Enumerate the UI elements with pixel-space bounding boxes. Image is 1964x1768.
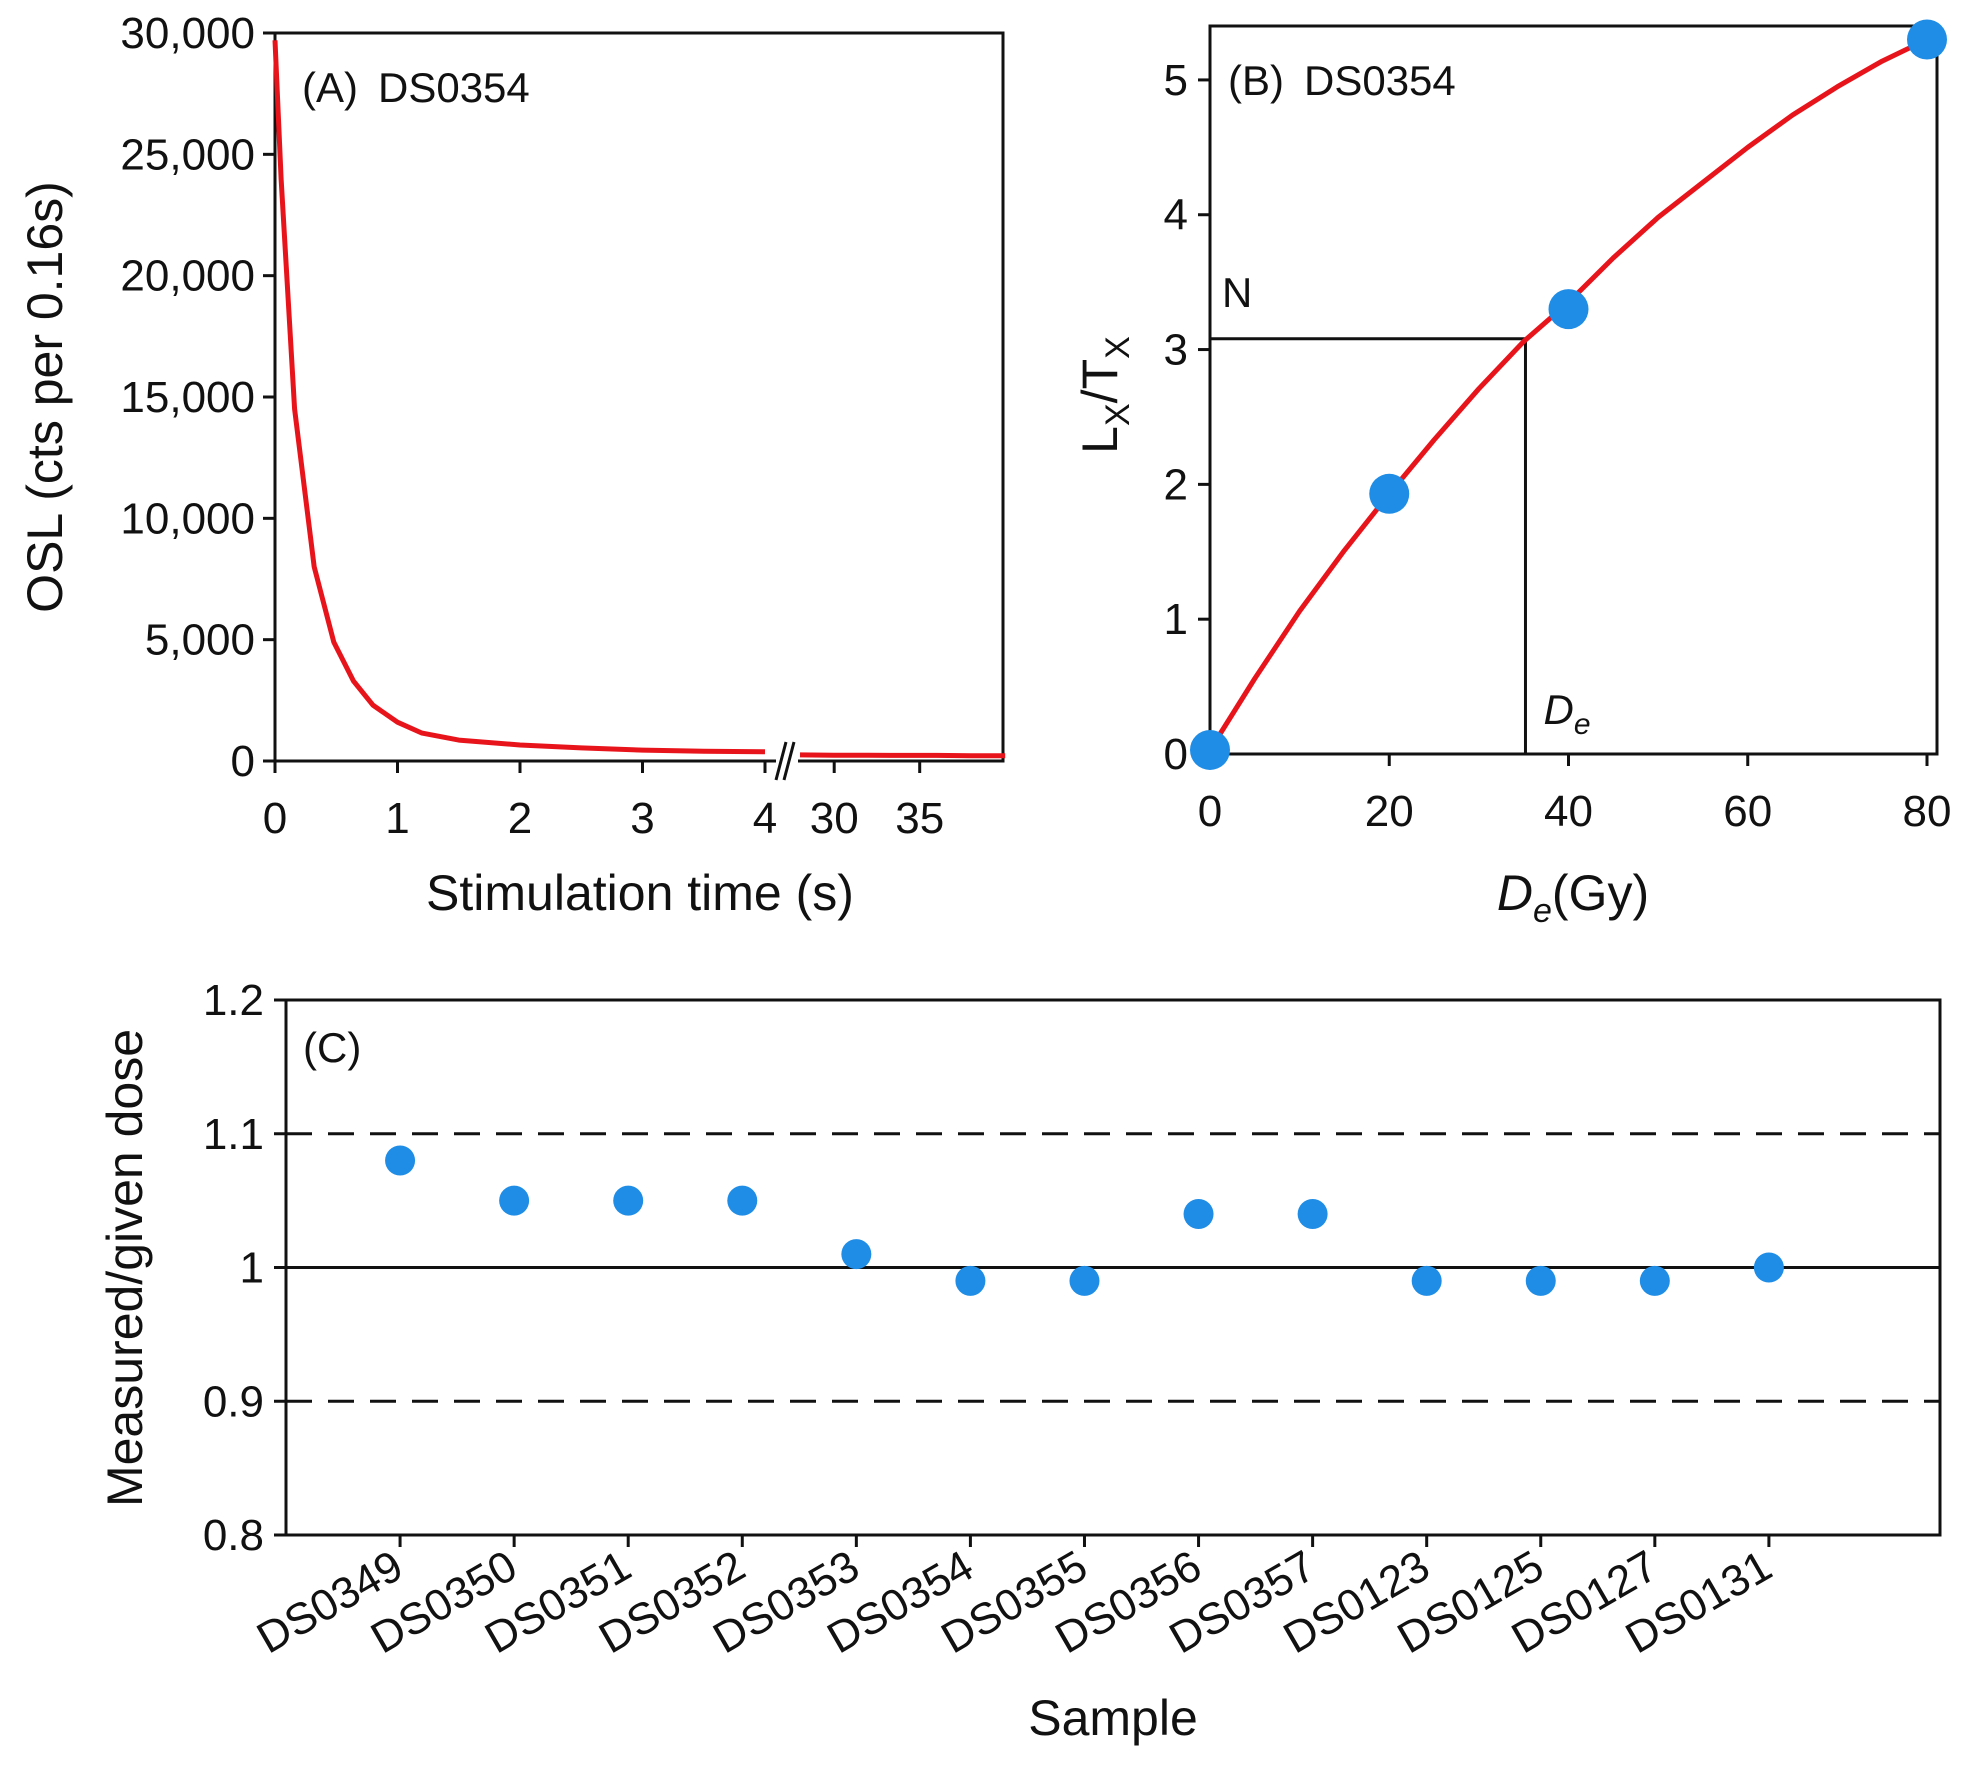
panel-c-y-tick-label: 1 bbox=[240, 1244, 264, 1293]
dose-response-point bbox=[1907, 19, 1947, 60]
panel-a-osl-curve bbox=[799, 752, 1006, 759]
panel-b-y-tick-label: 1 bbox=[1164, 595, 1188, 644]
de-label: De bbox=[1543, 686, 1590, 741]
panel-c-y-tick-label: 0.9 bbox=[203, 1377, 264, 1426]
panel-a-sample-label: DS0354 bbox=[378, 64, 530, 111]
panel-b-y-tick-label: 0 bbox=[1164, 730, 1188, 779]
panel-a-x-axis-label: Stimulation time (s) bbox=[426, 865, 854, 921]
panel-a-y-tick-label: 15,000 bbox=[120, 373, 255, 422]
panel-a-y-tick-label: 30,000 bbox=[120, 9, 255, 58]
panel-c-x-axis-label: Sample bbox=[1028, 1690, 1198, 1746]
panel-b-y-tick-label: 2 bbox=[1164, 460, 1188, 509]
panel-c-y-tick-label: 0.8 bbox=[203, 1511, 264, 1560]
panel-a-osl-curve bbox=[272, 40, 766, 755]
dose-ratio-point bbox=[1639, 1265, 1670, 1296]
dose-ratio-point bbox=[613, 1185, 644, 1216]
dose-ratio-point bbox=[1069, 1265, 1100, 1296]
natural-signal-label: N bbox=[1222, 269, 1252, 316]
panel-a-x-tick-label: 0 bbox=[263, 794, 287, 843]
panel-b-x-tick-label: 0 bbox=[1198, 787, 1222, 836]
panel-b-sample-label: DS0354 bbox=[1304, 57, 1456, 104]
panel-b-y-label-main: L bbox=[1072, 426, 1128, 454]
panel-b-label: (B) bbox=[1228, 57, 1284, 104]
panel-c-dose-recovery: (C) Sample Measured/given dose 0.8 0.9 1 1.… bbox=[97, 976, 1942, 1746]
panel-b-x-label-unit: (Gy) bbox=[1552, 865, 1649, 921]
panel-a-osl-decay: (A) DS0354 Stimulation time (s) OSL (cts… bbox=[17, 9, 1006, 921]
dose-ratio-point bbox=[1753, 1252, 1784, 1283]
panel-a-x-tick-label: 35 bbox=[895, 794, 944, 843]
panel-a-y-tick-label: 20,000 bbox=[120, 252, 255, 301]
panel-c-y-tick-label: 1.1 bbox=[203, 1110, 264, 1159]
dose-response-point bbox=[1369, 473, 1410, 514]
dose-ratio-point bbox=[1411, 1265, 1442, 1296]
panel-b-plot-frame bbox=[1208, 24, 1939, 756]
panel-b-y-label-sub2: X bbox=[1099, 336, 1137, 359]
panel-b-x-tick-label: 60 bbox=[1723, 787, 1772, 836]
panel-b-x-tick-label: 80 bbox=[1903, 787, 1952, 836]
panel-c-label: (C) bbox=[303, 1024, 361, 1071]
dose-ratio-point bbox=[1183, 1199, 1214, 1229]
dose-ratio-point bbox=[499, 1185, 530, 1216]
panel-b-y-label-mid: /T bbox=[1072, 359, 1128, 403]
panel-a-label: (A) bbox=[302, 64, 358, 111]
panel-a-x-tick-label: 30 bbox=[810, 794, 859, 843]
panel-b-x-axis-label: De(Gy) bbox=[1497, 865, 1649, 930]
de-label-main: D bbox=[1543, 686, 1573, 733]
panel-a-x-tick-label: 1 bbox=[385, 794, 409, 843]
panel-a-x-tick-label: 2 bbox=[508, 794, 532, 843]
panel-a-plot-frame bbox=[273, 31, 1005, 763]
dose-ratio-point bbox=[841, 1239, 872, 1270]
panel-a-y-tick-label: 25,000 bbox=[120, 130, 255, 179]
dose-response-point bbox=[1548, 289, 1589, 330]
panel-b-y-label-sub: X bbox=[1099, 403, 1137, 426]
panel-b-x-label-main: D bbox=[1497, 865, 1533, 921]
dose-ratio-point bbox=[385, 1145, 416, 1176]
dose-response-fit-curve bbox=[1207, 37, 1929, 752]
dose-response-point bbox=[1190, 729, 1230, 770]
panel-a-y-tick-label: 10,000 bbox=[120, 494, 255, 543]
dose-ratio-point bbox=[727, 1185, 758, 1216]
panel-a-y-axis-label: OSL (cts per 0.16s) bbox=[17, 181, 73, 613]
dose-ratio-point bbox=[955, 1265, 986, 1296]
panel-a-x-tick-label: 3 bbox=[630, 794, 654, 843]
panel-b-x-tick-label: 40 bbox=[1544, 787, 1593, 836]
panel-b-y-tick-label: 3 bbox=[1164, 326, 1188, 375]
panel-c-y-tick-label: 1.2 bbox=[203, 976, 264, 1025]
panel-b-y-axis-label: LX/TX bbox=[1072, 336, 1137, 454]
dose-ratio-point bbox=[1525, 1265, 1556, 1296]
panel-b-x-label-sub: e bbox=[1533, 892, 1552, 930]
panel-a-x-tick-label: 4 bbox=[753, 794, 777, 843]
panel-b-y-tick-label: 4 bbox=[1164, 191, 1188, 240]
panel-a-y-tick-label: 0 bbox=[231, 737, 255, 786]
panel-b-x-tick-label: 20 bbox=[1365, 787, 1414, 836]
de-label-sub: e bbox=[1574, 708, 1591, 741]
panel-c-y-axis-label: Measured/given dose bbox=[97, 1029, 153, 1507]
panel-a-y-tick-label: 5,000 bbox=[145, 616, 255, 665]
dose-ratio-point bbox=[1297, 1199, 1328, 1229]
panel-b-y-tick-label: 5 bbox=[1164, 56, 1188, 105]
panel-a-axis-break-mark bbox=[774, 741, 798, 781]
